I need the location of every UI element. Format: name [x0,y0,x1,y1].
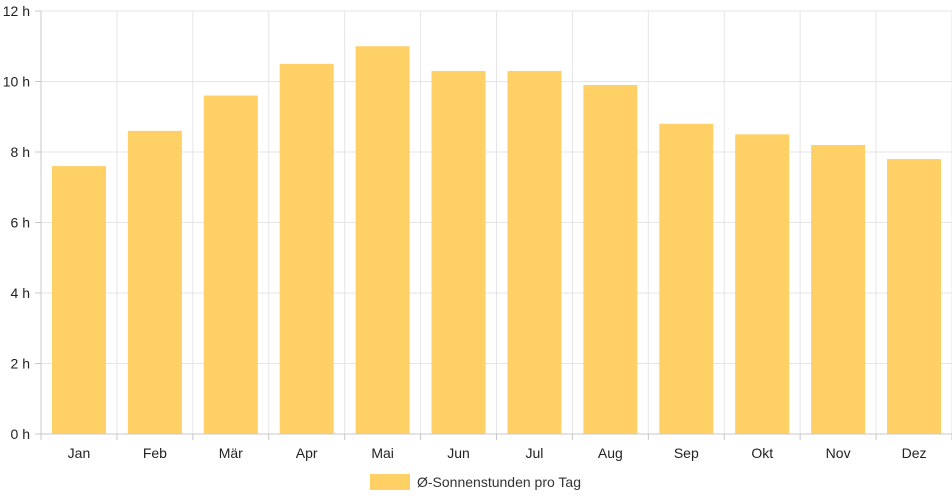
bar-jun[interactable] [431,70,486,435]
legend-swatch [370,474,410,490]
x-tick-label: Apr [296,445,318,461]
x-tick-label: Mär [219,445,243,461]
legend[interactable]: Ø-Sonnenstunden pro Tag [370,474,581,490]
y-tick-label: 8 h [11,144,30,160]
bar-jan[interactable] [51,166,106,434]
bar-nov[interactable] [811,144,866,434]
x-tick-label: Jan [68,445,91,461]
y-tick-label: 12 h [3,3,30,19]
bar-apr[interactable] [279,63,334,434]
bar-series [51,46,942,435]
y-tick-label: 2 h [11,356,30,372]
y-axis-ticks: 0 h 2 h 4 h 6 h 8 h 10 h 12 h [3,3,30,442]
legend-label: Ø-Sonnenstunden pro Tag [417,474,581,490]
grid-lines [41,10,952,434]
x-tick-label: Mai [371,445,394,461]
x-tick-label: Sep [674,445,699,461]
x-tick-label: Jul [526,445,544,461]
x-tick-label: Jun [447,445,470,461]
x-tick-label: Aug [598,445,623,461]
bar-mai[interactable] [355,46,410,434]
x-tick-label: Nov [826,445,851,461]
y-tick-label: 4 h [11,285,30,301]
y-tick-label: 10 h [3,74,30,90]
x-axis-ticks: Jan Feb Mär Apr Mai Jun Jul Aug Sep Okt Nov Dez [68,445,927,461]
bar-jul[interactable] [507,70,562,435]
y-tick-label: 0 h [11,426,30,442]
x-tick-label: Okt [751,445,773,461]
x-tick-label: Feb [143,445,167,461]
axes [35,10,952,440]
y-tick-label: 6 h [11,215,30,231]
bar-okt[interactable] [735,134,790,434]
bar-sep[interactable] [659,123,714,435]
bar-aug[interactable] [583,85,638,435]
bar-feb[interactable] [127,130,182,434]
bar-dez[interactable] [887,159,942,435]
x-tick-label: Dez [902,445,927,461]
bar-mär[interactable] [203,95,258,434]
